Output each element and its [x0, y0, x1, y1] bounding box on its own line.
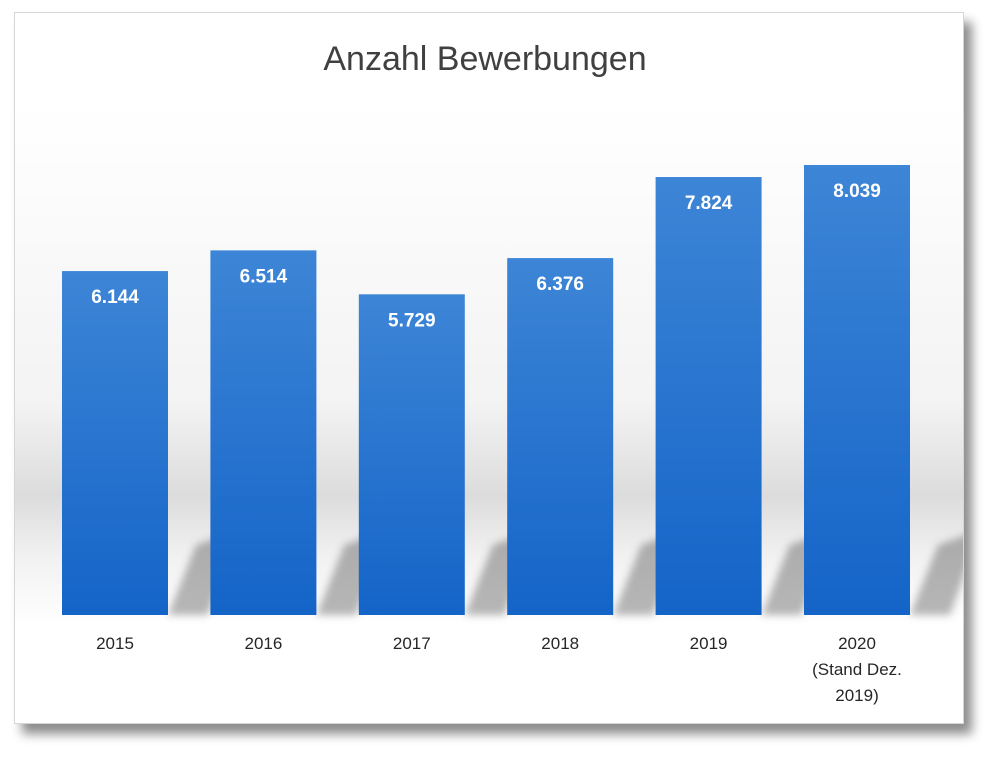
data-label: 5.729: [388, 310, 436, 331]
data-label: 6.144: [91, 287, 139, 308]
chart-frame: Anzahl Bewerbungen 6.144 6.514 5.729 6.376 7…: [14, 12, 964, 724]
chart-title: Anzahl Bewerbungen: [323, 40, 646, 78]
x-tick-label: 2017: [393, 634, 431, 653]
x-tick-label: 2015: [96, 634, 134, 653]
data-labels: 6.144 6.514 5.729 6.376 7.824 8.039: [91, 181, 881, 331]
data-label: 8.039: [833, 181, 881, 202]
bar-shadow: [910, 536, 963, 615]
x-tick-label: 2016: [244, 634, 282, 653]
data-label: 7.824: [685, 193, 733, 214]
x-tick-label: 2019: [690, 634, 728, 653]
bar-chart: Anzahl Bewerbungen 6.144 6.514 5.729 6.376 7…: [15, 13, 963, 723]
bar: [210, 250, 317, 615]
data-label: 6.376: [536, 274, 584, 295]
bar: [358, 294, 465, 615]
bar: [804, 165, 910, 615]
x-axis-ticks: 2015 2016 2017 2018 2019 2020 (Stand Dez. 2019): [96, 634, 902, 705]
bar: [655, 177, 762, 615]
bar: [507, 258, 614, 615]
data-label: 6.514: [240, 266, 288, 287]
bar: [62, 271, 168, 615]
bars: [62, 165, 910, 615]
x-tick-label: 2018: [541, 634, 579, 653]
x-tick-label: 2020 (Stand Dez. 2019): [812, 634, 902, 705]
